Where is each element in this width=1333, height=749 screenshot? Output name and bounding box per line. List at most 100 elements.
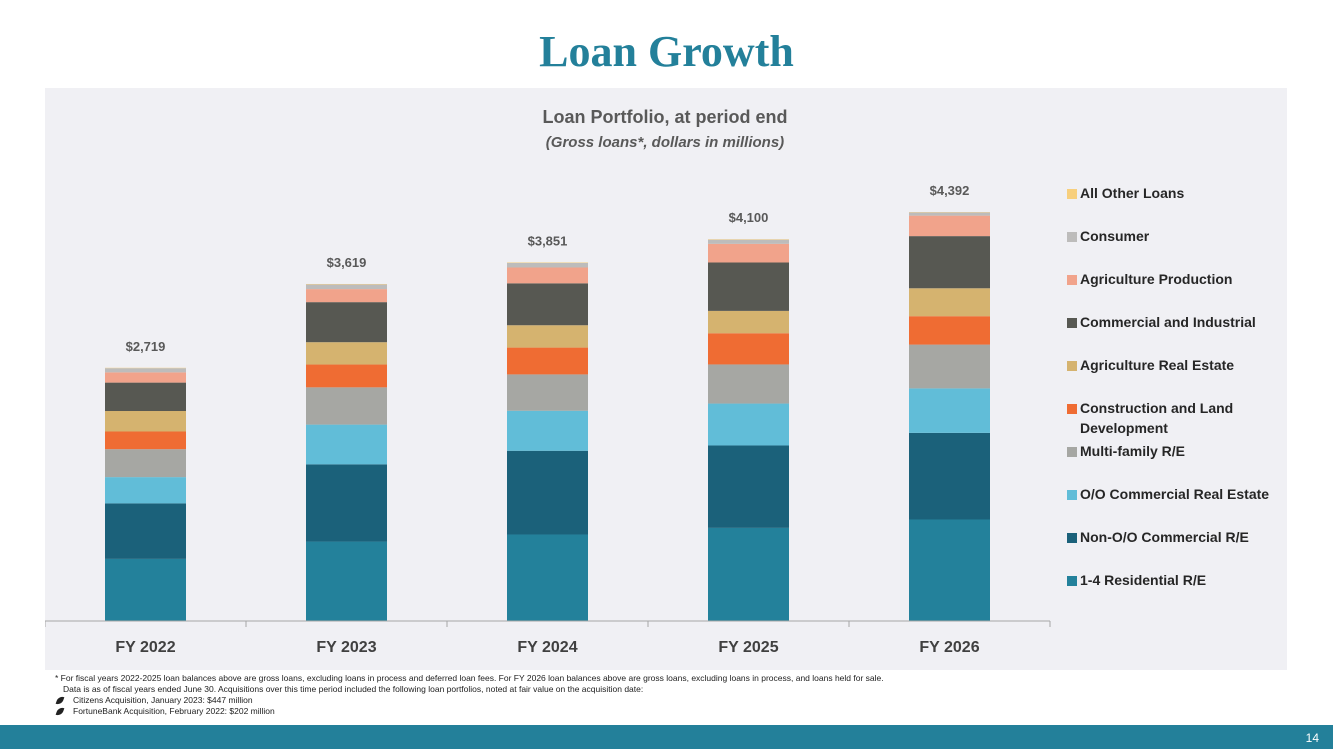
chart-subtitle: (Gross loans*, dollars in millions) [546,134,784,151]
footnote-bullet-text: FortuneBank Acquisition, February 2022: … [73,706,275,716]
bar-segment [909,236,990,289]
legend-label: Multi-family R/E [1080,443,1185,459]
legend-label: 1-4 Residential R/E [1080,572,1206,588]
legend-swatch [1067,318,1077,328]
bar-segment [507,374,588,411]
legend-label-line: O/O Commercial Real Estate [1080,486,1269,502]
bar-segment [708,527,789,621]
bar-segment [105,368,186,373]
slide-title: Loan Growth [539,27,794,76]
bar-segment [306,284,387,290]
legend-label-line: Multi-family R/E [1080,443,1185,459]
bar-segment [909,316,990,345]
legend-swatch [1067,275,1077,285]
bar-segment [708,239,789,244]
x-tick-label: FY 2022 [115,639,175,656]
footnotes: * For fiscal years 2022-2025 loan balanc… [55,673,884,717]
bar-segment [507,267,588,284]
legend-swatch [1067,447,1077,457]
legend-label: Commercial and Industrial [1080,314,1256,330]
legend-label-line: Agriculture Production [1080,271,1232,287]
bar-segment [507,262,588,268]
page-number: 14 [1305,731,1319,745]
bar-segment [507,325,588,348]
leaf-bullet-icon [55,706,65,717]
bar-segment [909,288,990,317]
bar-segment [306,342,387,365]
bar-segment [507,450,588,535]
legend-label-line: 1-4 Residential R/E [1080,572,1206,588]
bar-segment [909,388,990,433]
chart-title: Loan Portfolio, at period end [543,107,788,127]
legend-label: Consumer [1080,228,1150,244]
bar-segment [507,410,588,451]
bar-segment [105,503,186,559]
legend-swatch [1067,404,1077,414]
loan-portfolio-chart: Loan Portfolio, at period end (Gross loa… [45,107,1269,656]
total-data-label: $3,619 [327,255,367,270]
x-tick-label: FY 2024 [517,639,577,656]
x-tick-label: FY 2023 [316,639,376,656]
bar-segment [708,403,789,446]
bar-segment [105,431,186,450]
total-data-label: $4,392 [930,183,970,198]
legend-label-line: All Other Loans [1080,185,1184,201]
chart-panel: Loan Portfolio, at period end (Gross loa… [45,88,1287,670]
footnote-line-2: Data is as of fiscal years ended June 30… [63,684,644,694]
legend-label-line: Commercial and Industrial [1080,314,1256,330]
legend-swatch [1067,232,1077,242]
legend-swatch [1067,361,1077,371]
bar-segment [507,283,588,326]
total-data-label: $4,100 [729,210,769,225]
bar-segment [909,432,990,520]
legend-label: Agriculture Production [1080,271,1232,287]
footnote-bullet: FortuneBank Acquisition, February 2022: … [55,706,884,717]
bar-segment [708,310,789,334]
total-data-label: $2,719 [126,339,166,354]
bars-group: $2,719 $3,619 $3,851 $4,100 $4,392 [105,183,990,621]
bar-segment [105,558,186,621]
bar-segment [306,364,387,388]
leaf-bullet-icon [55,695,65,706]
legend-swatch [1067,490,1077,500]
bar-segment [105,449,186,478]
footnote-line-1: * For fiscal years 2022-2025 loan balanc… [55,673,884,683]
legend-label-line: Development [1080,420,1168,436]
bar-segment [105,382,186,412]
footer-bar: 14 [0,725,1333,749]
bar-segment [909,519,990,621]
legend-label: Construction and Land Development [1080,400,1233,436]
bar-segment [507,534,588,621]
bar-segment [507,347,588,375]
legend-swatch [1067,576,1077,586]
bar-segment [105,372,186,383]
x-tick-label: FY 2025 [718,639,778,656]
bar-segment [708,333,789,365]
legend: All Other Loans Consumer Agriculture Prod… [1067,185,1269,588]
x-tick-label: FY 2026 [919,639,979,656]
legend-label-line: Agriculture Real Estate [1080,357,1234,373]
bar-segment [708,445,789,528]
bar-segment [105,477,186,504]
legend-label-line: Construction and Land [1080,400,1233,416]
bar-segment [306,424,387,465]
bar-segment [306,541,387,621]
bar-segment [105,411,186,432]
total-data-label: $3,851 [528,233,568,248]
legend-label: All Other Loans [1080,185,1184,201]
bar-segment [306,464,387,542]
legend-label: O/O Commercial Real Estate [1080,486,1269,502]
bar-segment [708,364,789,404]
bar-segment [708,243,789,263]
legend-swatch [1067,533,1077,543]
legend-label-line: Non-O/O Commercial R/E [1080,529,1249,545]
x-axis: FY 2022 FY 2023 FY 2024 FY 2025 FY 2026 [45,620,1051,656]
legend-label-line: Consumer [1080,228,1150,244]
footnote-bullet: Citizens Acquisition, January 2023: $447… [55,695,884,706]
legend-label: Agriculture Real Estate [1080,357,1234,373]
bar-segment [909,215,990,237]
bar-segment [909,344,990,389]
legend-label: Non-O/O Commercial R/E [1080,529,1249,545]
bar-segment [708,262,789,311]
bar-segment [306,289,387,303]
